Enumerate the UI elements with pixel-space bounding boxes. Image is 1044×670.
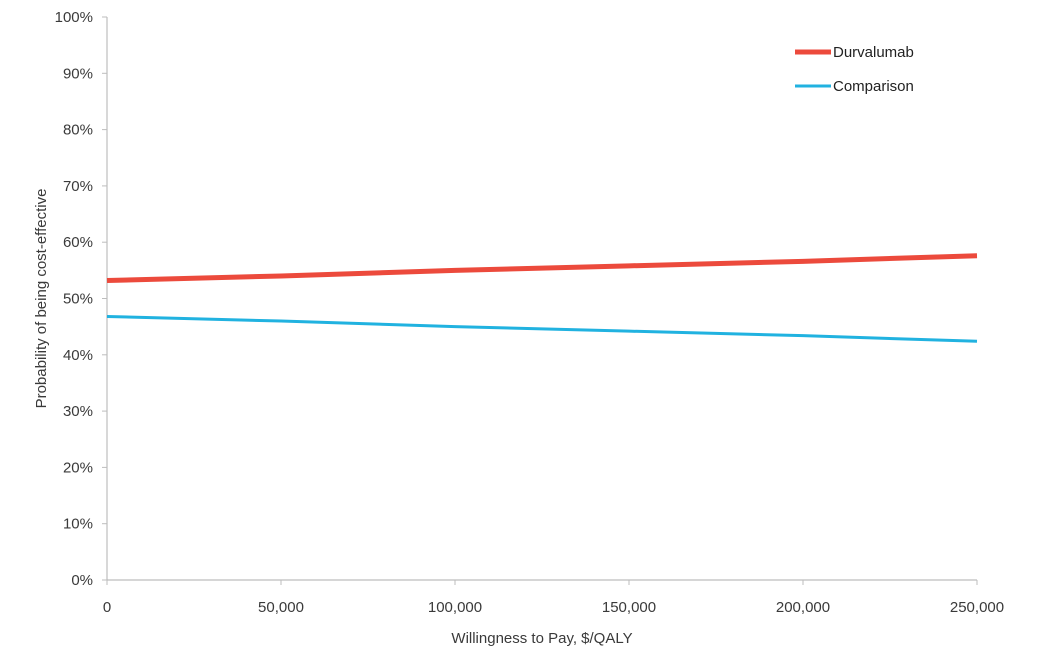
y-tick-label: 0%	[71, 572, 93, 589]
x-axis-title: Willingness to Pay, $/QALY	[451, 630, 632, 647]
x-tick-label: 100,000	[428, 599, 482, 616]
y-tick-label: 60%	[63, 234, 93, 251]
y-tick-label: 100%	[55, 9, 93, 26]
y-tick-label: 20%	[63, 459, 93, 476]
y-tick-label: 90%	[63, 65, 93, 82]
series-line-durvalumab	[106, 253, 978, 283]
series-line-comparison	[106, 315, 978, 343]
x-tick-label: 200,000	[776, 599, 830, 616]
legend-label: Durvalumab	[833, 44, 914, 61]
y-axis-title: Probability of being cost-effective	[33, 189, 50, 409]
legend: Durvalumab Comparison	[795, 44, 914, 95]
axes: 0% 10% 20% 30% 40% 50% 60% 70% 80% 90% 100% 0 50,000…	[55, 9, 1004, 616]
legend-label: Comparison	[833, 78, 914, 95]
y-tick-label: 40%	[63, 347, 93, 364]
y-tick-label: 50%	[63, 291, 93, 308]
x-tick-label: 150,000	[602, 599, 656, 616]
x-tick-label: 50,000	[258, 599, 304, 616]
y-tick-label: 10%	[63, 516, 93, 533]
series-layer	[106, 253, 978, 343]
y-tick-label: 80%	[63, 122, 93, 139]
x-tick-label: 250,000	[950, 599, 1004, 616]
y-tick-label: 30%	[63, 403, 93, 420]
y-tick-label: 70%	[63, 178, 93, 195]
x-tick-label: 0	[103, 599, 111, 616]
